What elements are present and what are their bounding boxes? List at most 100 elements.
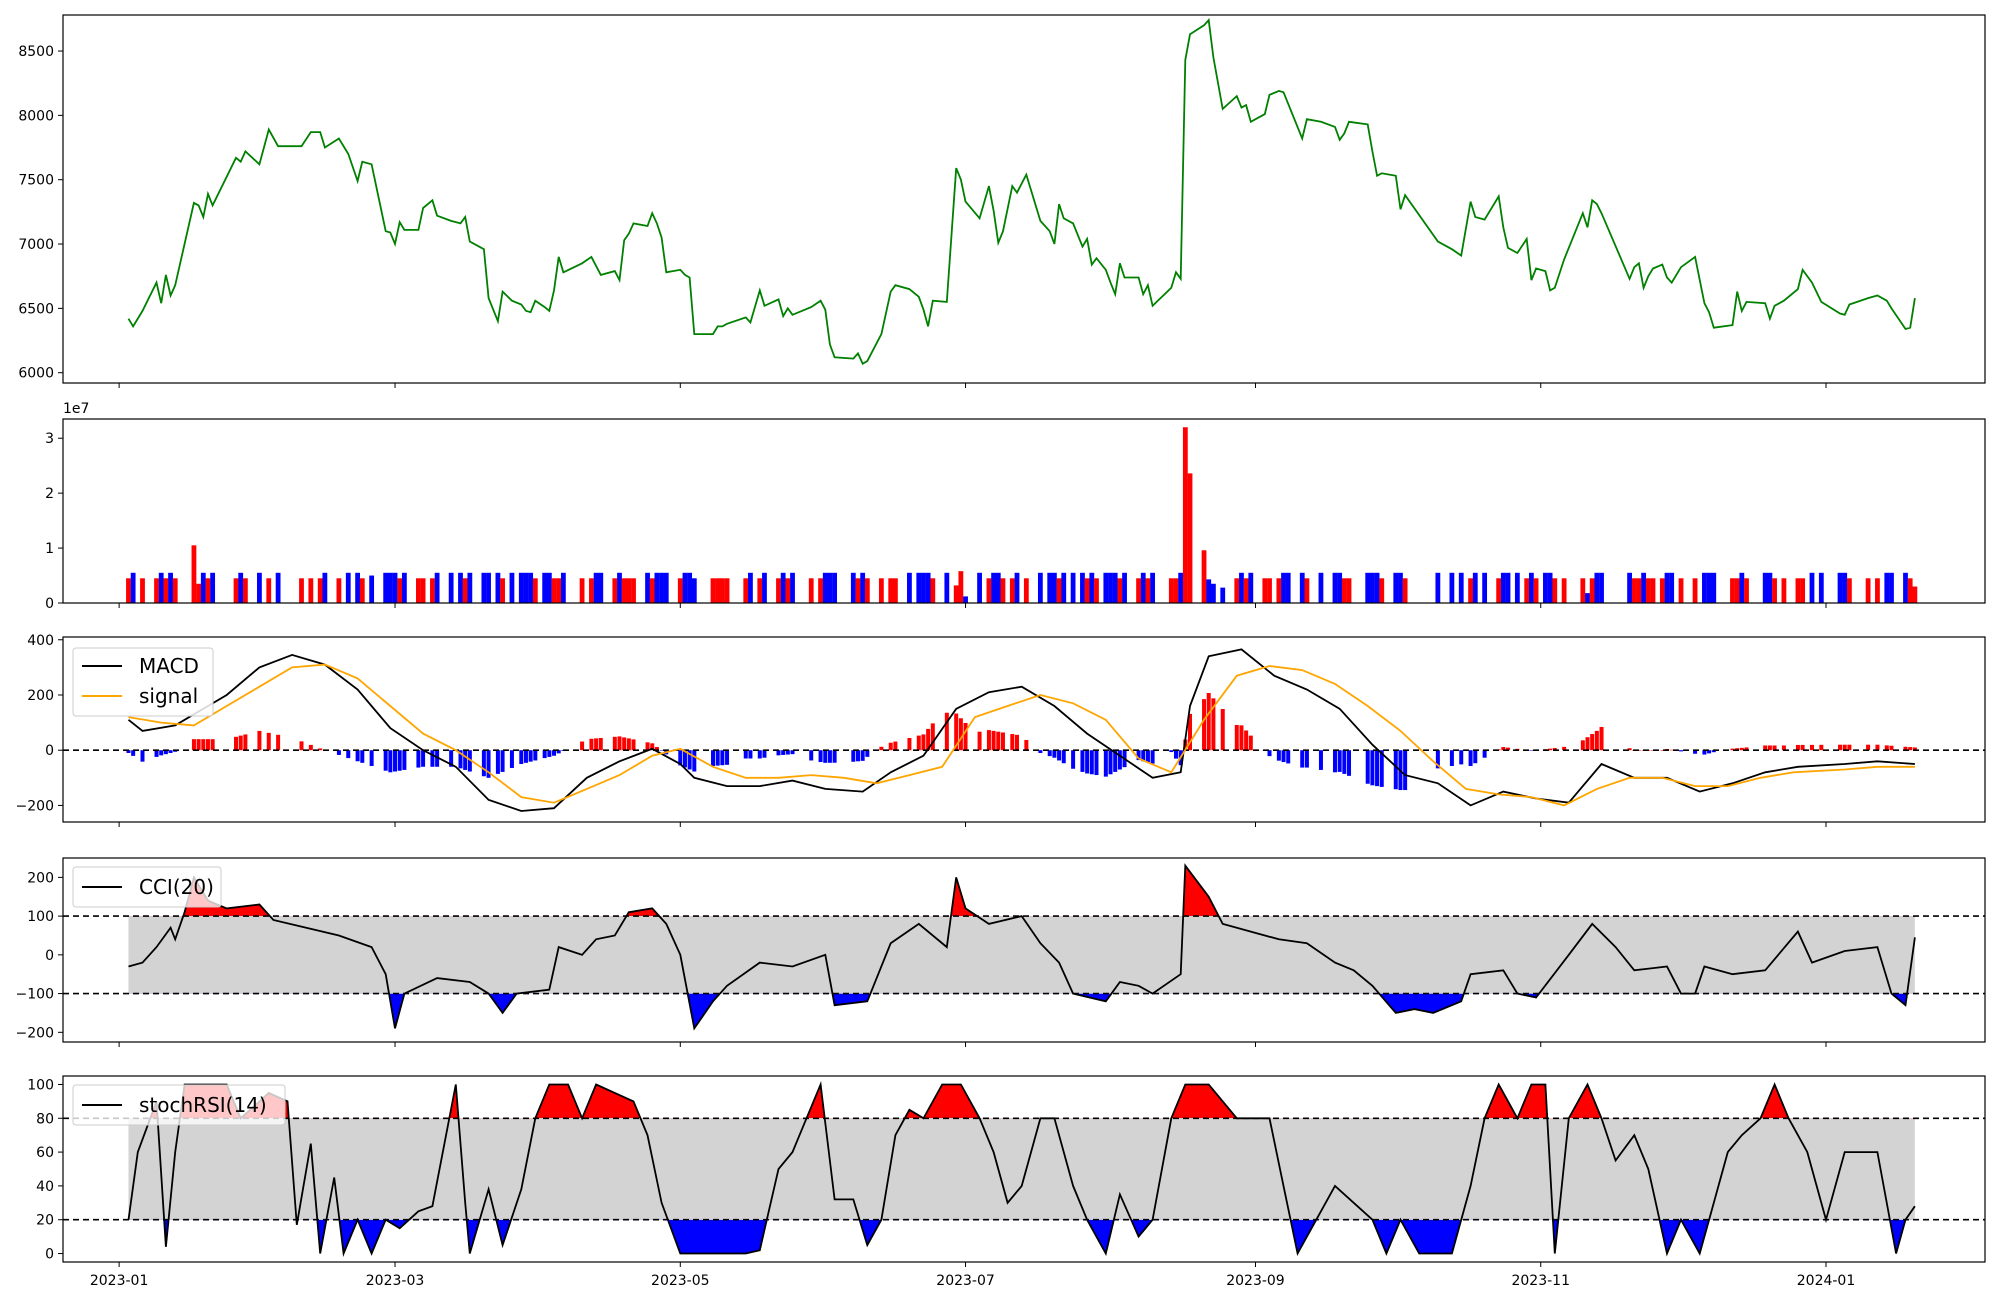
volume-bar: [719, 578, 725, 603]
axes-frame: [62, 1075, 1986, 1263]
volume-bar: [1248, 572, 1254, 603]
volume-bar: [140, 578, 145, 603]
volume-bar: [864, 578, 870, 603]
volume-bar: [1711, 572, 1717, 603]
macd-histogram-bar: [528, 750, 533, 762]
volume-bar: [210, 572, 216, 603]
neutral-band: [128, 916, 1915, 994]
volume-bar: [944, 572, 950, 603]
macd-histogram-bar: [654, 746, 659, 751]
volume-bar: [336, 578, 342, 603]
macd-histogram-bar: [818, 750, 823, 763]
volume-bar: [958, 571, 964, 603]
volume-bar: [1369, 572, 1375, 603]
legend-label: CCI(20): [139, 875, 214, 899]
macd-histogram-bar: [1838, 744, 1843, 751]
volume-bar: [748, 572, 753, 603]
volume-bar: [626, 578, 632, 603]
macd-histogram-bar: [725, 750, 730, 765]
macd-histogram-bar: [402, 750, 407, 770]
volume-bar: [546, 572, 552, 603]
volume-bar: [1023, 578, 1029, 603]
macd-histogram-bar: [1239, 725, 1244, 751]
macd-histogram-bar: [533, 750, 538, 761]
macd-histogram-bar: [879, 746, 884, 751]
macd-histogram-bar: [809, 750, 814, 761]
volume-bar: [1014, 572, 1020, 603]
macd-histogram-bar: [519, 750, 524, 765]
volume-bar: [1304, 578, 1310, 603]
macd-histogram-bar: [743, 750, 748, 759]
x-tick-label: 2023-11: [1511, 1273, 1570, 1289]
macd-histogram-bar: [1594, 730, 1599, 751]
macd-histogram-bar: [435, 750, 440, 767]
volume-bar: [1173, 578, 1179, 603]
macd-histogram-bar: [509, 750, 514, 768]
macd-histogram-bar: [785, 750, 790, 755]
macd-histogram-bar: [1365, 750, 1370, 784]
volume-bar: [163, 578, 169, 603]
macd-histogram-bar: [1286, 750, 1291, 764]
stochrsi-line: [127, 1081, 1916, 1257]
y-tick-label: 3: [45, 431, 54, 447]
volume-bar: [500, 578, 505, 603]
volume-bar: [299, 578, 304, 603]
volume-bar: [892, 578, 898, 603]
axes-frame: [62, 14, 1986, 384]
macd-panel: −200 0 200 400 MACD signal: [16, 633, 1986, 823]
macd-histogram-bar: [851, 750, 856, 762]
volume-bar: [682, 572, 688, 603]
macd-histogram-bar: [594, 738, 599, 751]
stochrsi-legend: stochRSI(14): [72, 1084, 286, 1126]
volume-bar: [1842, 572, 1848, 603]
macd-histogram-bar: [1842, 744, 1847, 751]
volume-bar: [257, 572, 262, 603]
volume-bar: [1496, 578, 1502, 603]
macd-histogram-bar: [486, 750, 491, 778]
volume-bar: [1435, 572, 1441, 603]
volume-bar: [1734, 578, 1740, 603]
macd-histogram-bar: [1169, 750, 1174, 753]
volume-bar: [523, 572, 529, 603]
macd-histogram-bar: [1473, 750, 1478, 764]
macd-histogram-bar: [421, 750, 426, 767]
volume-bar: [1220, 587, 1226, 603]
macd-histogram-bar: [944, 712, 949, 751]
macd-histogram-bar: [1103, 750, 1108, 777]
volume-bar: [1889, 572, 1894, 603]
macd-histogram-bar: [748, 750, 753, 759]
macd-histogram-bar: [1267, 750, 1272, 757]
volume-bar: [1145, 578, 1151, 603]
volume-bar: [158, 572, 164, 603]
macd-histogram-bar: [1150, 750, 1155, 764]
macd-histogram-bar: [1809, 744, 1814, 751]
macd-histogram-bar: [131, 750, 136, 756]
y-tick-label: 7000: [18, 237, 54, 253]
volume-bar: [1299, 572, 1305, 603]
macd-histogram-bar: [1047, 750, 1052, 757]
x-tick-label: 2023-09: [1226, 1273, 1285, 1289]
volume-bar: [1122, 572, 1127, 603]
volume-bar: [1744, 578, 1749, 603]
macd-histogram-bar: [1375, 750, 1380, 787]
volume-bar: [1781, 578, 1787, 603]
volume-bar: [196, 583, 202, 603]
macd-histogram-bar: [715, 750, 720, 766]
volume-bar: [1659, 578, 1665, 603]
volume-bar: [1168, 578, 1174, 603]
volume-bar: [1267, 578, 1272, 603]
volume-bar: [878, 578, 884, 603]
volume-bar: [191, 545, 197, 603]
macd-histogram-bar: [860, 750, 865, 761]
volume-bar: [238, 572, 244, 603]
macd-histogram-bar: [1276, 750, 1281, 761]
y-tick-label: 200: [27, 870, 54, 886]
x-axis: 2023-01 2023-03 2023-05 2023-07 2023-09 2023-…: [90, 383, 1855, 1289]
macd-histogram-bar: [1585, 737, 1590, 751]
macd-histogram-bar: [1234, 724, 1239, 751]
volume-bar: [1645, 578, 1651, 603]
macd-histogram-bar: [612, 736, 617, 751]
volume-bar: [1664, 572, 1670, 603]
macd-histogram-bar: [1767, 745, 1772, 751]
macd-histogram-bar: [1117, 750, 1122, 770]
